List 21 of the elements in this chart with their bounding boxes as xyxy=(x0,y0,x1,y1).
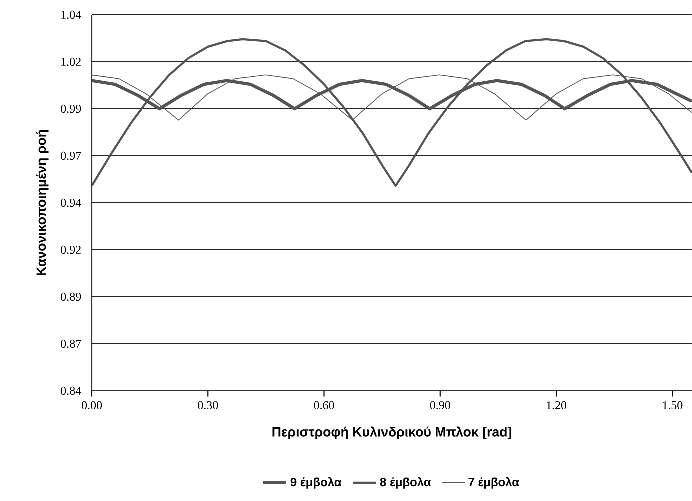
x-tick-label: 0.60 xyxy=(314,401,334,410)
x-axis-title: Περιστροφή Κυλινδρικού Μπλοκ [rad] xyxy=(272,426,512,440)
y-tick-label: 0.89 xyxy=(61,292,82,302)
legend-label: 9 έμβολα xyxy=(290,477,342,489)
legend-label: 8 έμβολα xyxy=(380,477,432,489)
y-tick-label: 0.84 xyxy=(61,386,82,396)
y-tick-label: 0.97 xyxy=(61,152,82,160)
legend-label: 7 έμβολα xyxy=(468,477,520,489)
y-tick-label: 0.92 xyxy=(61,246,81,254)
x-tick-label: 0.90 xyxy=(430,401,450,410)
y-tick-label: 1.04 xyxy=(62,10,82,20)
y-tick-label: 0.87 xyxy=(61,340,82,348)
y-tick-label: 1.02 xyxy=(62,58,81,66)
x-tick-label: 1.50 xyxy=(663,401,683,410)
x-tick-label: 0.30 xyxy=(198,401,218,410)
x-tick-label: 0.00 xyxy=(82,401,102,410)
x-tick-label: 1.20 xyxy=(547,401,567,410)
y-tick-label: 0.94 xyxy=(61,198,82,208)
y-tick-label: 0.99 xyxy=(61,104,82,114)
y-axis-title: Κανονικοποιημένη ροή xyxy=(36,130,49,276)
line-series xyxy=(92,38,692,188)
